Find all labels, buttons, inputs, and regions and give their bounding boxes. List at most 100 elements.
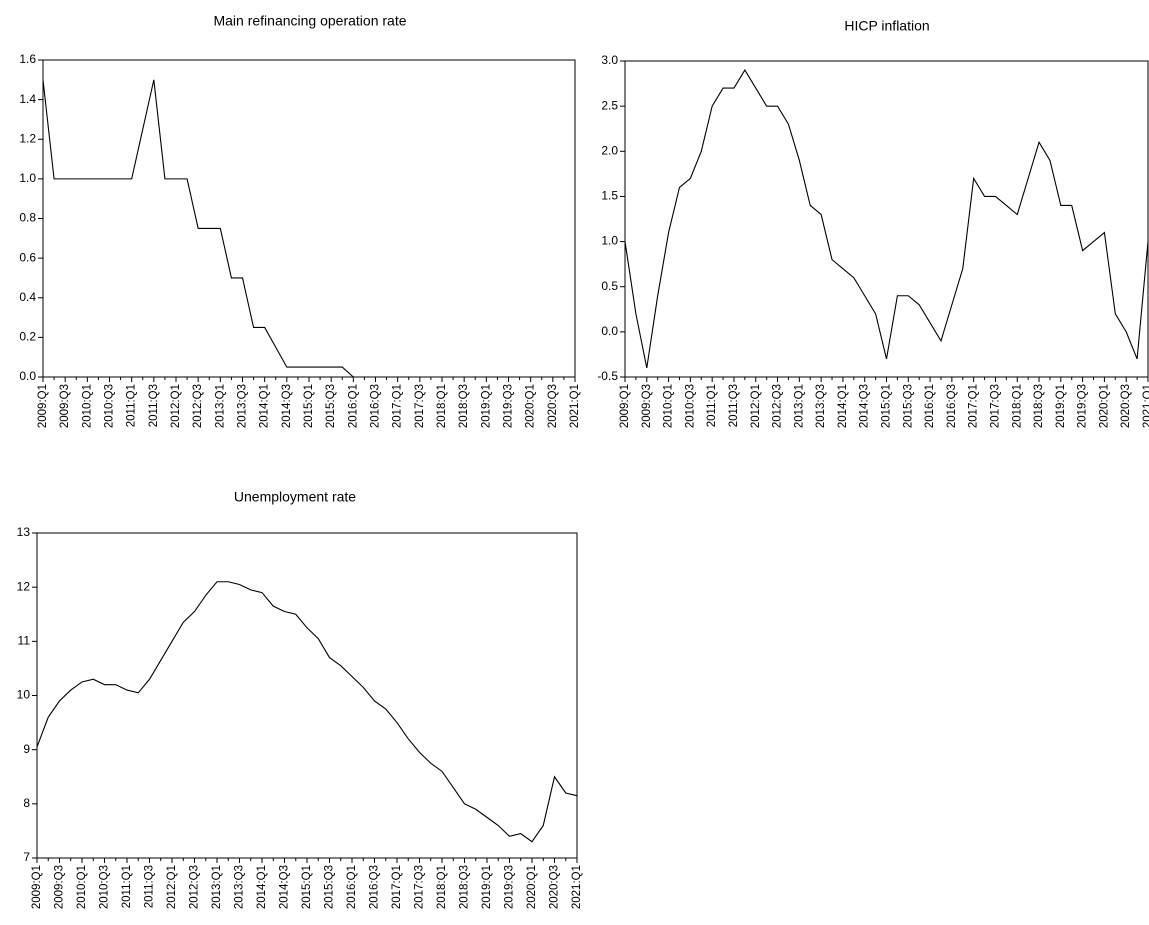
x-tick-label: 2015:Q3 (902, 384, 914, 428)
x-tick-label: 2018:Q3 (459, 865, 471, 909)
y-tick-label: 0.6 (19, 250, 36, 264)
y-tick-label: 1.5 (601, 189, 618, 203)
x-tick-label: 2013:Q3 (234, 865, 246, 909)
x-tick-label: 2013:Q1 (211, 865, 223, 909)
data-line (42, 79, 575, 378)
x-tick-label: 2013:Q3 (815, 384, 827, 428)
y-tick-label: 1.0 (601, 234, 618, 248)
y-tick-label: 2.0 (601, 143, 618, 157)
x-tick-label: 2020:Q3 (549, 865, 561, 909)
x-tick-label: 2016:Q1 (347, 384, 359, 428)
x-tick-label: 2018:Q1 (436, 384, 448, 428)
data-line (624, 68, 1149, 369)
chart-title: Unemployment rate (234, 489, 356, 505)
x-tick-label: 2009:Q1 (37, 384, 49, 428)
y-tick-label: 11 (18, 634, 31, 648)
x-tick-label: 2009:Q1 (619, 384, 631, 428)
y-tick-label: 1.0 (19, 171, 36, 185)
x-tick-label: 2018:Q3 (458, 384, 470, 428)
x-tick-label: 2021:Q1 (571, 865, 583, 909)
y-tick-label: 1.2 (19, 131, 36, 145)
y-tick-label: 12 (17, 579, 31, 593)
x-tick-label: 2012:Q1 (750, 384, 762, 428)
x-tick-label: 2016:Q1 (346, 865, 358, 909)
x-tick-label: 2016:Q3 (946, 384, 958, 428)
chart-panel: Main refinancing operation rate 0.0 0.2 0.4… (19, 13, 581, 428)
chart-panel: Unemployment rate 7 8 9 10 11 12 13 2009:Q1 2009:… (17, 489, 583, 909)
y-tick-label: 8 (23, 796, 30, 810)
x-tick-label: 2011:Q1 (126, 384, 138, 427)
x-tick-label: 2009:Q3 (59, 384, 71, 428)
x-tick-label: 2013:Q1 (793, 384, 805, 428)
x-tick-label: 2015:Q1 (303, 384, 315, 428)
y-tick-label: -0.5 (597, 369, 618, 383)
x-tick-label: 2016:Q3 (369, 865, 381, 909)
chart-title: HICP inflation (844, 18, 929, 34)
x-tick-label: 2012:Q1 (170, 384, 182, 428)
x-tick-label: 2017:Q3 (414, 865, 426, 909)
x-tick-label: 2010:Q1 (663, 384, 675, 428)
x-tick-label: 2010:Q1 (76, 865, 88, 909)
x-tick-label: 2015:Q3 (325, 384, 337, 428)
x-tick-label: 2020:Q1 (1098, 384, 1110, 428)
plot-frame (42, 59, 576, 378)
y-tick-label: 0.0 (601, 324, 618, 338)
x-tick-label: 2019:Q1 (481, 865, 493, 909)
plot-frame (624, 60, 1149, 378)
x-tick-label: 2017:Q3 (989, 384, 1001, 428)
x-tick-label: 2019:Q3 (504, 865, 516, 909)
x-tick-label: 2019:Q3 (503, 384, 515, 428)
y-tick-label: 0.0 (19, 369, 36, 383)
x-tick-label: 2009:Q3 (54, 865, 66, 909)
x-tick-label: 2021:Q1 (569, 384, 581, 428)
x-tick-label: 2014:Q3 (279, 865, 291, 909)
y-tick-label: 0.4 (19, 290, 36, 304)
x-tick-label: 2020:Q3 (1120, 384, 1132, 428)
x-tick-label: 2013:Q1 (214, 384, 226, 428)
x-tick-label: 2010:Q3 (104, 384, 116, 428)
y-tick-label: 1.6 (19, 52, 36, 66)
x-tick-label: 2011:Q1 (706, 384, 718, 427)
chart-panel: HICP inflation -0.5 0.0 0.5 1.0 1.5 2.0 2.5 3.0 2… (597, 18, 1149, 428)
x-tick-label: 2017:Q3 (414, 384, 426, 428)
x-tick-label: 2015:Q1 (881, 384, 893, 428)
chart-title: Main refinancing operation rate (213, 13, 406, 29)
x-tick-label: 2019:Q1 (1055, 384, 1067, 428)
x-tick-label: 2014:Q1 (256, 865, 268, 909)
x-tick-label: 2020:Q1 (525, 384, 537, 428)
x-tick-label: 2014:Q3 (281, 384, 293, 428)
x-tick-label: 2018:Q1 (436, 865, 448, 909)
y-tick-label: 7 (23, 850, 30, 864)
x-tick-label: 2013:Q3 (237, 384, 249, 428)
x-tick-label: 2020:Q3 (547, 384, 559, 428)
y-tick-label: 1.4 (19, 92, 36, 106)
x-tick-label: 2019:Q1 (480, 384, 492, 428)
x-tick-label: 2011:Q3 (144, 865, 156, 908)
x-tick-label: 2012:Q3 (192, 384, 204, 428)
x-tick-label: 2016:Q3 (370, 384, 382, 428)
y-tick-label: 9 (23, 742, 30, 756)
x-tick-label: 2018:Q3 (1033, 384, 1045, 428)
x-tick-label: 2015:Q1 (301, 865, 313, 909)
y-tick-label: 3.0 (601, 53, 618, 67)
x-tick-label: 2010:Q1 (81, 384, 93, 428)
x-tick-label: 2014:Q3 (859, 384, 871, 428)
y-tick-label: 13 (17, 525, 31, 539)
x-tick-label: 2019:Q3 (1077, 384, 1089, 428)
x-tick-label: 2014:Q1 (259, 384, 271, 428)
x-tick-label: 2021:Q1 (1142, 384, 1149, 428)
y-tick-label: 10 (17, 688, 31, 702)
x-tick-label: 2017:Q1 (392, 384, 404, 428)
y-tick-label: 0.2 (19, 330, 36, 344)
x-tick-label: 2017:Q1 (391, 865, 403, 909)
y-tick-label: 2.5 (601, 98, 618, 112)
x-tick-label: 2018:Q1 (1011, 384, 1023, 428)
y-tick-label: 0.5 (601, 279, 618, 293)
x-tick-label: 2016:Q1 (924, 384, 936, 428)
x-tick-label: 2012:Q1 (166, 865, 178, 909)
x-tick-label: 2009:Q1 (31, 865, 43, 909)
plot-frame (36, 532, 578, 859)
x-tick-label: 2011:Q3 (728, 384, 740, 427)
x-tick-label: 2011:Q1 (121, 865, 133, 908)
